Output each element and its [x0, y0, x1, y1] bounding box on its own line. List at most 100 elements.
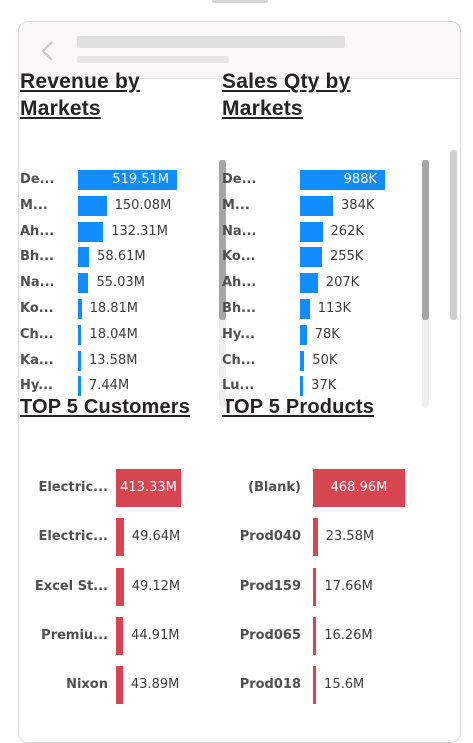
bar-row[interactable]: Hy... 78K	[222, 323, 418, 347]
bar-row[interactable]: De... 988K	[222, 168, 418, 192]
revenue-chart-scroll-thumb[interactable]	[219, 160, 226, 320]
bar-row[interactable]: Prod018 15.6M	[222, 666, 422, 705]
bar-row[interactable]: Nixon 43.89M	[20, 666, 220, 705]
data-label: 15.6M	[324, 677, 365, 693]
data-label: 262K	[330, 223, 364, 239]
category-label: Bh...	[222, 301, 256, 316]
bar-row[interactable]: Bh... 58.61M	[20, 245, 216, 269]
page-scrollbar[interactable]	[450, 150, 457, 320]
category-label: De...	[222, 172, 256, 187]
bar[interactable]	[116, 616, 124, 655]
category-label: Nixon	[66, 677, 108, 693]
category-label: (Blank)	[248, 480, 301, 495]
category-label: M...	[222, 197, 250, 213]
category-label: Bh...	[20, 249, 54, 265]
bar[interactable]	[300, 170, 385, 190]
bar-row[interactable]: Prod040 23.58M	[222, 518, 422, 557]
bar-row[interactable]: Lu... 37K	[222, 374, 418, 398]
bar[interactable]	[313, 469, 405, 507]
bar[interactable]	[78, 350, 81, 371]
bar[interactable]	[78, 247, 90, 268]
data-label: 49.64M	[131, 529, 181, 545]
data-label: 113K	[317, 301, 352, 316]
bar[interactable]	[300, 376, 304, 397]
report-subtitle-placeholder	[77, 56, 229, 63]
bar-row[interactable]: Ka... 13.58M	[20, 349, 216, 373]
bar[interactable]	[78, 324, 82, 345]
bar[interactable]	[78, 195, 107, 216]
category-label: Ka...	[20, 352, 54, 368]
bar-row[interactable]: De... 519.51M	[20, 168, 216, 192]
data-label: 16.26M	[324, 627, 373, 643]
data-label: 58.61M	[97, 249, 146, 265]
data-label: 78K	[314, 326, 340, 342]
bar[interactable]	[313, 666, 317, 705]
bar-row[interactable]: M... 150.08M	[20, 194, 216, 218]
bar[interactable]	[300, 195, 334, 216]
revenue-chart-title: Revenue by Markets	[20, 70, 140, 120]
bar[interactable]	[300, 299, 310, 319]
bar-row[interactable]: (Blank) 468.96M	[222, 469, 422, 507]
sales-qty-chart-scrollbar[interactable]	[422, 160, 429, 408]
bar-row[interactable]: Prod065 16.26M	[222, 616, 422, 655]
bar[interactable]	[116, 666, 123, 705]
data-label: 988K	[343, 172, 377, 187]
category-label: Excel St...	[34, 578, 108, 594]
bar[interactable]	[116, 469, 181, 507]
bar-row[interactable]: Na... 262K	[222, 220, 418, 244]
data-label: 43.89M	[130, 677, 180, 693]
top5-customers-chart[interactable]: Electric... 413.33M Electric... 49.64M Excel…	[20, 469, 220, 716]
data-label: 384K	[341, 197, 375, 213]
top5-products-chart[interactable]: (Blank) 468.96M Prod040 23.58M Prod159 17.66M…	[222, 469, 422, 716]
revenue-chart-scrollbar[interactable]	[219, 160, 226, 408]
sales-qty-chart-scroll-thumb[interactable]	[422, 160, 429, 320]
bar[interactable]	[78, 273, 89, 294]
data-label: 132.31M	[111, 223, 168, 239]
top-handle	[212, 0, 268, 3]
bar[interactable]	[300, 350, 305, 371]
bar[interactable]	[78, 376, 81, 397]
sales-qty-by-markets-chart[interactable]: De... 988K M... 384K Na... 262K Ko... 255K Ah...…	[222, 168, 422, 404]
data-label: 17.66M	[324, 578, 373, 594]
bar[interactable]	[313, 518, 318, 557]
bar[interactable]	[116, 518, 124, 557]
bar-row[interactable]: Excel St... 49.12M	[20, 567, 220, 606]
bar-row[interactable]: Hy... 7.44M	[20, 374, 216, 398]
bar-row[interactable]: Premiu... 44.91M	[20, 616, 220, 655]
bar-row[interactable]: Ch... 50K	[222, 349, 418, 373]
data-label: 23.58M	[325, 529, 375, 545]
bar[interactable]	[78, 299, 82, 319]
bar-row[interactable]: Ah... 207K	[222, 271, 418, 295]
chevron-left-icon[interactable]	[39, 40, 57, 62]
data-label: 207K	[325, 275, 360, 291]
bar[interactable]	[300, 273, 318, 294]
bar-row[interactable]: Bh... 113K	[222, 297, 418, 321]
category-label: Ah...	[20, 223, 54, 239]
bar-row[interactable]: Prod159 17.66M	[222, 567, 422, 606]
bar-row[interactable]: Electric... 49.64M	[20, 518, 220, 557]
bar-row[interactable]: Electric... 413.33M	[20, 469, 220, 507]
category-label: Hy...	[20, 378, 53, 394]
revenue-by-markets-chart[interactable]: De... 519.51M M... 150.08M Ah... 132.31M Bh...…	[20, 168, 220, 404]
bar[interactable]	[78, 221, 104, 242]
bar-row[interactable]: Ah... 132.31M	[20, 220, 216, 244]
category-label: Prod040	[239, 529, 301, 545]
bar[interactable]	[300, 247, 322, 268]
bar-row[interactable]: Ch... 18.04M	[20, 323, 216, 347]
bar-row[interactable]: Na... 55.03M	[20, 271, 216, 295]
data-label: 150.08M	[114, 197, 172, 213]
category-label: Ch...	[20, 326, 54, 342]
bar-row[interactable]: Ko... 255K	[222, 245, 418, 269]
category-label: Na...	[20, 275, 54, 291]
bar-row[interactable]: Ko... 18.81M	[20, 297, 216, 321]
bar[interactable]	[300, 324, 307, 345]
bar[interactable]	[313, 567, 317, 606]
bar[interactable]	[313, 616, 317, 655]
data-label: 37K	[311, 378, 337, 394]
bar[interactable]	[300, 221, 323, 242]
category-label: Premiu...	[41, 627, 108, 643]
bar-row[interactable]: M... 384K	[222, 194, 418, 218]
bar[interactable]	[116, 567, 124, 606]
category-label: Prod159	[239, 578, 301, 594]
bar[interactable]	[78, 170, 177, 190]
